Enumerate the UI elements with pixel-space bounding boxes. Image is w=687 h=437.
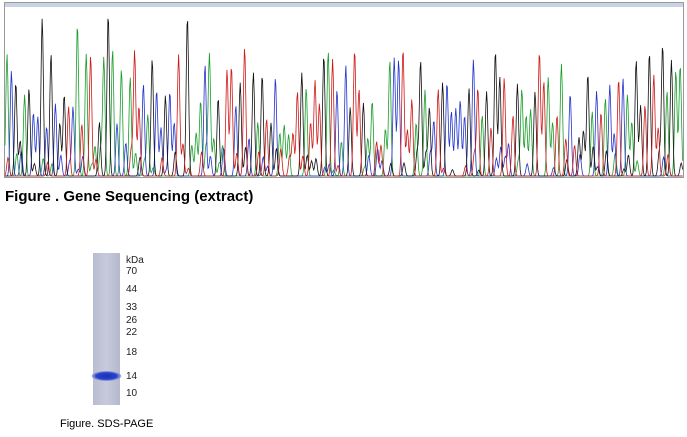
unit-label: kDa <box>126 255 144 266</box>
marker-label: 33 <box>126 302 138 313</box>
marker-label: 18 <box>126 347 138 358</box>
chromatogram <box>4 2 684 178</box>
figure-caption: Figure. SDS-PAGE <box>60 418 154 430</box>
marker-label: 14 <box>126 371 138 382</box>
protein-band <box>91 371 122 381</box>
figure-caption: Figure . Gene Sequencing (extract) <box>5 188 254 205</box>
marker-label: 22 <box>126 327 138 338</box>
marker-label: 70 <box>126 266 138 277</box>
gel-lane <box>93 253 120 405</box>
marker-label: 10 <box>126 388 138 399</box>
sequence-strip <box>5 3 683 7</box>
marker-label: 44 <box>126 284 138 295</box>
marker-label: 26 <box>126 315 138 326</box>
trace <box>5 57 683 177</box>
trace <box>4 48 683 177</box>
